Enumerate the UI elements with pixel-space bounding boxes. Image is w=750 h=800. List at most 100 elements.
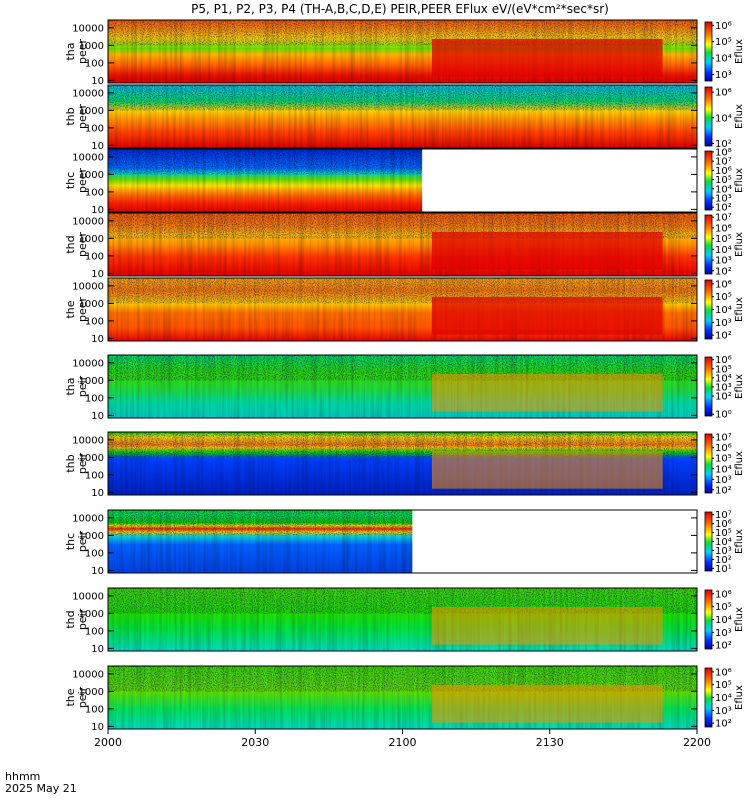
colorbar-tick-label: 10⁶ <box>715 223 732 234</box>
panel-label: thdpeir <box>64 608 89 630</box>
panel-frame <box>107 84 698 149</box>
y-tick-label: 100 <box>85 58 104 69</box>
x-tick-label: 2000 <box>94 736 122 749</box>
figure-title: P5, P1, P2, P3, P4 (TH-A,B,C,D,E) PEIR,P… <box>191 2 609 16</box>
colorbar-tick-label: 10⁶ <box>715 279 732 290</box>
colorbar-tick-label: 10⁴ <box>715 245 732 256</box>
y-tick-label: 1000 <box>79 687 104 698</box>
colorbar-tick-label: 10³ <box>715 318 732 329</box>
y-tick-label: 10 <box>91 269 104 280</box>
colorbar-tick-label: 10⁴ <box>715 373 732 384</box>
panel-species: peir <box>76 375 89 397</box>
colorbar-tick-label: 10⁴ <box>715 693 732 704</box>
y-tick-label: 1000 <box>79 531 104 542</box>
colorbar-tick-label: 10² <box>715 719 732 730</box>
spectrogram-image <box>108 432 697 495</box>
y-tick-label: 100 <box>85 470 104 481</box>
panel-label: thdpeer <box>64 232 89 258</box>
x-tick-label: 2100 <box>389 736 417 749</box>
panel-species: peer <box>76 232 89 258</box>
colorbar-tick-label: 10⁶ <box>715 166 732 177</box>
panel-the-peir: 10 100 1000 10000 thepeir 10⁶ 10⁵ 10⁴ 10³ 10²Eflu… <box>64 665 745 733</box>
panel-probe: thd <box>64 610 77 628</box>
panel-label: thcpeer <box>64 168 89 194</box>
colorbar-tick-label: 10² <box>715 139 732 150</box>
y-tick-label: 10 <box>91 644 104 655</box>
y-tick-label: 100 <box>85 251 104 262</box>
y-tick-label: 10000 <box>72 216 104 227</box>
colorbar-label: Eflux <box>734 607 745 632</box>
y-tick-label: 100 <box>85 123 104 134</box>
colorbar-tick-label: 10³ <box>715 382 732 393</box>
colorbar-tick-label: 10³ <box>715 628 732 639</box>
y-tick-label: 100 <box>85 316 104 327</box>
panel-species: peir <box>76 452 89 474</box>
colorbar-tick-label: 10⁵ <box>715 602 732 613</box>
y-tick-label: 1000 <box>79 453 104 464</box>
spectrogram-image <box>108 85 697 148</box>
y-tick-label: 10 <box>91 141 104 152</box>
colorbar-tick-label: 10⁰ <box>715 410 732 421</box>
colorbar-tick-label: 10⁵ <box>715 292 732 303</box>
date-label: 2025 May 21 <box>5 782 77 795</box>
colorbar-label: Eflux <box>734 297 745 322</box>
colorbar-tick-label: 10⁴ <box>715 113 732 124</box>
colorbar-tick-label: 10³ <box>715 546 732 557</box>
y-tick-label: 1000 <box>79 170 104 181</box>
colorbar-tick-label: 10⁵ <box>715 234 732 245</box>
colorbar-tick-label: 10⁴ <box>715 464 732 475</box>
colorbar-tick-label: 10⁵ <box>715 175 732 186</box>
colorbar-tick-label: 10⁶ <box>715 443 732 454</box>
panel-label: thcpeir <box>64 530 89 552</box>
panel-species: peir <box>76 686 89 708</box>
panel-species: peir <box>76 530 89 552</box>
colorbar-tick-label: 10⁴ <box>715 305 732 316</box>
panel-frame <box>107 509 698 574</box>
colorbar-tick-label: 10⁴ <box>715 184 732 195</box>
colorbar-tick-label: 10⁶ <box>715 519 732 530</box>
spectrogram-image <box>108 20 697 83</box>
colorbar-label: Eflux <box>734 685 745 710</box>
colorbar-tick-label: 10⁷ <box>715 213 732 224</box>
y-tick-label: 10000 <box>72 591 104 602</box>
y-tick-label: 100 <box>85 187 104 198</box>
panel-species: peer <box>76 297 89 323</box>
panel-thc-peir: 10 100 1000 10000 thcpeir 10⁷10⁶10⁵10⁴10³10²1… <box>64 509 745 577</box>
colorbar-tick-label: 10⁶ <box>715 589 732 600</box>
colorbar-tick-label: 10² <box>715 485 732 496</box>
y-tick-label: 10000 <box>72 358 104 369</box>
colorbar-tick-label: 10³ <box>715 70 732 81</box>
spectrogram-image <box>108 278 697 341</box>
y-tick-label: 1000 <box>79 299 104 310</box>
colorbar-tick-label: 10² <box>715 641 732 652</box>
panel-label: thepeir <box>64 686 89 708</box>
colorbar-tick-label: 10⁷ <box>715 433 732 444</box>
panel-probe: the <box>64 300 77 318</box>
x-tick-label: 2200 <box>683 736 711 749</box>
colorbar-tick-label: 10⁴ <box>715 54 732 65</box>
panel-species: peer <box>76 104 89 130</box>
colorbar-label: Eflux <box>734 451 745 476</box>
y-tick-label: 10000 <box>72 152 104 163</box>
panel-label: thapeir <box>64 375 89 397</box>
panel-species: peer <box>76 168 89 194</box>
y-tick-label: 10 <box>91 334 104 345</box>
y-tick-label: 10 <box>91 76 104 87</box>
panel-thb-peir: 10 100 1000 10000 thbpeir 10⁷10⁶10⁵10⁴10³10²E… <box>64 431 745 499</box>
y-tick-label: 10000 <box>72 669 104 680</box>
colorbar-tick-label: 10² <box>715 555 732 566</box>
spectrogram-image <box>108 510 413 573</box>
y-tick-label: 10 <box>91 566 104 577</box>
y-tick-label: 10000 <box>72 23 104 34</box>
colorbar-tick-label: 10² <box>715 203 732 214</box>
panel-species: peer <box>76 39 89 65</box>
panel-label: thapeer <box>64 39 89 65</box>
y-tick-label: 1000 <box>79 106 104 117</box>
